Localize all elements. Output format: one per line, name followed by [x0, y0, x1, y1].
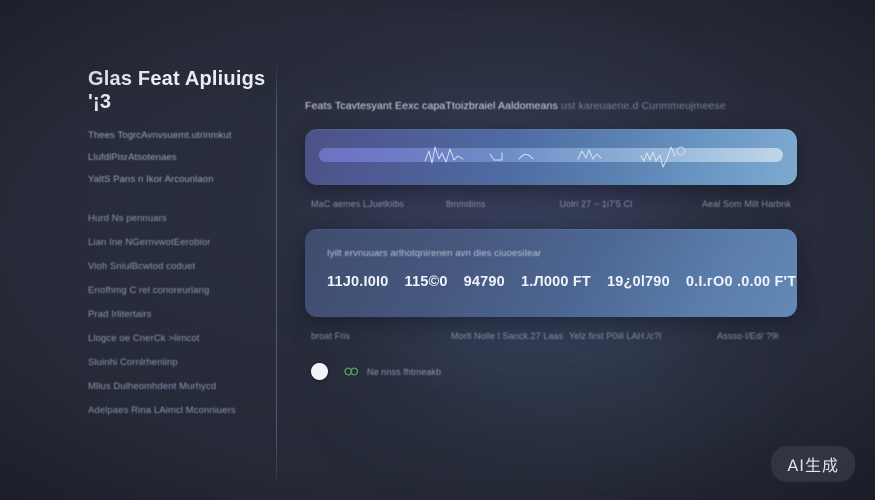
- stat-value-5: 19¿0l790: [606, 274, 670, 290]
- stat-value-6: 0.I.гO0 .0.00 F'T: [685, 274, 797, 290]
- stat-card-caption: Iyilt ervnuuars arlhotqnirenen avn dies …: [327, 248, 542, 259]
- stat-value-3: 94790: [463, 274, 505, 290]
- main-content: Feats Tcavtesyant Eexc capaTtoizbraiel A…: [305, 100, 797, 380]
- sidebar-item-9[interactable]: Adelpaes Rina LAimcl Mconniuers: [88, 405, 236, 416]
- footer-toggle-label: Ne nnss fhtmeakb: [367, 366, 442, 377]
- sidebar-item-2[interactable]: Lian Ine NGernvwotEerobior: [88, 237, 211, 248]
- banner-label-2: 8mmdims: [445, 199, 486, 209]
- sidebar-item-8[interactable]: Mllus Dulheomhdent Murhycd: [88, 381, 217, 392]
- sidebar: Glas Feat Apliuigs '¡3 Thees TogrcAvnvsu…: [88, 68, 268, 429]
- stat-value-1: 11J0.I0I0: [327, 274, 389, 290]
- sidebar-item-1[interactable]: Hurd Ns pennuars: [88, 213, 167, 224]
- sidebar-item-7[interactable]: Sluinhi Cornlrheniinp: [88, 357, 178, 368]
- stat-value-4: 1.Л000 FT: [520, 274, 591, 290]
- sidebar-item-5[interactable]: Prad Irlitertairs: [88, 309, 152, 320]
- waveform-icon: [424, 146, 686, 168]
- stat-label-3: Yelz first P0iil LAH./c?l: [569, 331, 662, 341]
- sidebar-spacer: [88, 196, 268, 213]
- sidebar-item-3[interactable]: Vioh SniulBcwtod coduet: [88, 261, 196, 272]
- main-heading-muted: ust kareuaene.d Cunmmeujmeese: [560, 100, 726, 112]
- main-heading-text: Feats Tcavtesyant Eexc capaTtoizbraiel A…: [305, 100, 558, 112]
- infinity-icon: [344, 366, 359, 377]
- waveform-banner[interactable]: [305, 129, 797, 185]
- banner-label-3: Uolri 27 ~ 1i7'5 Cl: [559, 199, 633, 209]
- stat-label-4: Assso·l/Ed/ ?9l: [717, 331, 779, 341]
- stat-label-2: Morlt Nolle l Sanck.27 Laas: [451, 331, 564, 341]
- sidebar-subtitle-3: YaltS Pans n Ikor Arcounlaon: [88, 174, 214, 185]
- stat-card[interactable]: Iyilt ervnuuars arlhotqnirenen avn dies …: [305, 229, 797, 317]
- stat-label-row: broat Fris Morlt Nolle l Sanck.27 Laas Y…: [305, 331, 797, 341]
- banner-label-1: MaC aemes LJuetkiibs: [311, 199, 405, 209]
- ai-generated-watermark: AI生成: [771, 446, 855, 482]
- sidebar-subtitle-1: Thees TogrcAvnvsuemt.utrinmkut: [88, 130, 232, 141]
- stat-values-row: 11J0.I0I0 115©0 94790 1.Л000 FT 19¿0l790…: [327, 274, 796, 290]
- banner-label-row: MaC aemes LJuetkiibs 8mmdims Uolri 27 ~ …: [305, 199, 797, 209]
- main-heading: Feats Tcavtesyant Eexc capaTtoizbraiel A…: [305, 100, 797, 112]
- stat-label-1: broat Fris: [311, 331, 351, 341]
- sidebar-item-4[interactable]: Enofhmg C rel conoreurlang: [88, 285, 210, 296]
- footer-toggle-row[interactable]: Ne nnss fhtmeakb: [305, 363, 797, 380]
- sidebar-title: Glas Feat Apliuigs '¡3: [88, 68, 266, 113]
- sidebar-item-6[interactable]: Llogce oe CnerCk >limcot: [88, 333, 200, 344]
- sidebar-subtitle-2: LlufdlPisrAtsotenaes: [88, 152, 177, 163]
- vertical-divider: [276, 62, 277, 484]
- status-dot[interactable]: [311, 363, 328, 380]
- banner-label-4: Aeal Som Milt Harbnk: [701, 199, 791, 209]
- stat-value-2: 115©0: [404, 274, 448, 290]
